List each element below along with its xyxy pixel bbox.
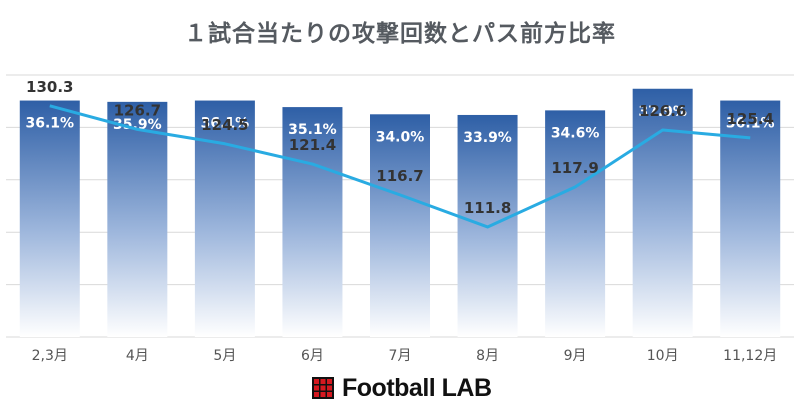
bar-label: 33.9% xyxy=(463,130,512,146)
x-tick-label: 2,3月 xyxy=(32,348,68,364)
x-tick-label: 4月 xyxy=(126,348,149,364)
bar-7 xyxy=(632,88,693,337)
bar-label: 34.0% xyxy=(376,129,425,145)
bar-6 xyxy=(545,110,606,338)
bar-2 xyxy=(194,100,255,337)
line-label: 125.4 xyxy=(726,110,773,128)
x-tick-label: 11,12月 xyxy=(723,348,777,364)
bar-label: 36.1% xyxy=(201,116,250,132)
brand-grid-icon xyxy=(312,377,334,399)
x-tick-label: 8月 xyxy=(476,348,499,364)
chart-title: １試合当たりの攻撃回数とパス前方比率 xyxy=(184,21,616,47)
line-label: 126.7 xyxy=(114,101,161,119)
bar-label: 36.1% xyxy=(726,116,775,132)
bar-label: 35.9% xyxy=(113,117,162,133)
x-tick-label: 5月 xyxy=(213,348,236,364)
x-tick-label: 10月 xyxy=(647,348,679,364)
x-tick-label: 9月 xyxy=(564,348,587,364)
bar-8 xyxy=(720,100,781,337)
bar-label: 36.1% xyxy=(25,116,74,132)
x-tick-label: 7月 xyxy=(389,348,412,364)
line-label: 121.4 xyxy=(289,136,336,154)
bar-3 xyxy=(282,107,343,337)
line-label: 117.9 xyxy=(551,159,598,177)
bar-4 xyxy=(370,114,430,337)
line-label: 116.7 xyxy=(376,167,423,185)
line-label: 124.5 xyxy=(201,116,248,134)
bar-1 xyxy=(107,101,168,337)
line-label: 130.3 xyxy=(26,78,73,96)
bar-0 xyxy=(19,100,80,337)
bar-label: 37.9% xyxy=(638,104,687,120)
brand-logo: Football LAB xyxy=(312,373,492,403)
brand-text: Football LAB xyxy=(342,373,492,402)
bar-label: 35.1% xyxy=(288,122,337,138)
line-label: 126.6 xyxy=(639,102,686,120)
bar-label: 34.6% xyxy=(551,125,600,141)
x-tick-label: 6月 xyxy=(301,348,324,364)
line-label: 111.8 xyxy=(464,199,511,217)
